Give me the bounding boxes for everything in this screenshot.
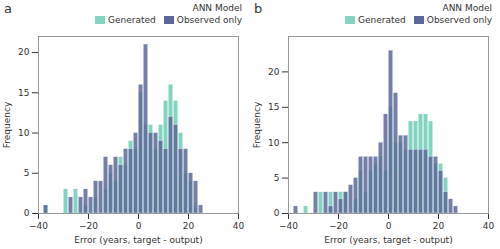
svg-text:5: 5 — [24, 168, 30, 178]
svg-text:Frequency: Frequency — [2, 101, 12, 148]
html-text:b: b — [254, 1, 263, 16]
html-text:a: a — [4, 1, 12, 16]
svg-text:−20: −20 — [79, 221, 98, 231]
html-text:ANN Model: ANN Model — [192, 3, 242, 13]
svg-text:0: 0 — [386, 221, 392, 231]
html-text:Observed only: Observed only — [426, 15, 492, 25]
svg-text:10: 10 — [18, 128, 30, 138]
svg-text:−40: −40 — [279, 221, 298, 231]
html-text:Observed only: Observed only — [176, 15, 242, 25]
svg-text:−40: −40 — [29, 221, 48, 231]
html-text:Generated: Generated — [358, 15, 406, 25]
svg-text:0: 0 — [24, 208, 30, 218]
svg-text:10: 10 — [268, 138, 280, 148]
svg-text:0: 0 — [136, 221, 142, 231]
html-text:Generated: Generated — [108, 15, 156, 25]
svg-text:Frequency: Frequency — [252, 101, 262, 148]
svg-text:−20: −20 — [329, 221, 348, 231]
svg-text:Error (years, target - output): Error (years, target - output) — [324, 235, 452, 245]
svg-text:Error (years, target - output): Error (years, target - output) — [74, 235, 202, 245]
svg-text:40: 40 — [483, 221, 495, 231]
svg-text:20: 20 — [183, 221, 195, 231]
svg-text:15: 15 — [18, 88, 29, 98]
html-text:ANN Model: ANN Model — [442, 3, 492, 13]
svg-text:15: 15 — [268, 102, 279, 112]
svg-text:5: 5 — [274, 173, 280, 183]
svg-text:40: 40 — [233, 221, 245, 231]
svg-text:20: 20 — [268, 67, 280, 77]
svg-text:20: 20 — [18, 47, 30, 57]
svg-text:0: 0 — [274, 208, 280, 218]
svg-text:20: 20 — [433, 221, 445, 231]
